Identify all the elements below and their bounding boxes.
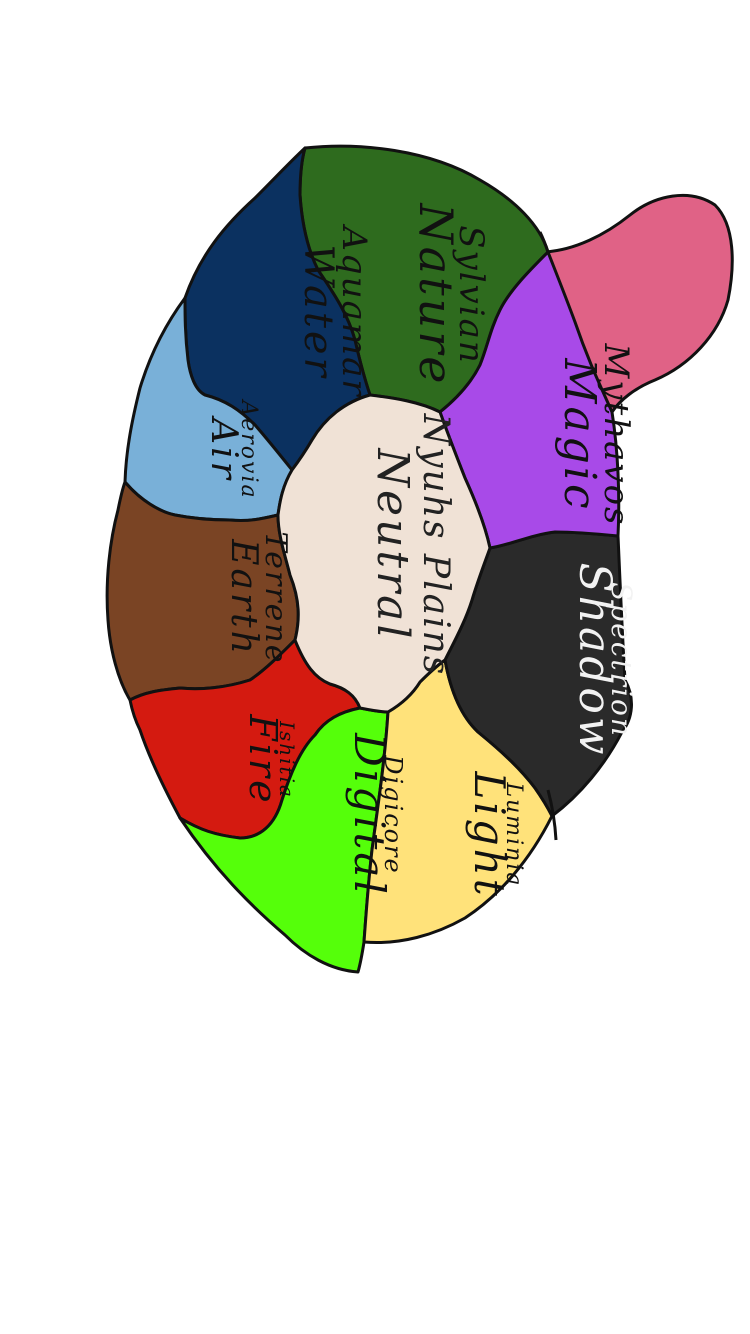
nature-label: Nature xyxy=(409,203,463,387)
neutral-region[interactable] xyxy=(276,393,492,714)
magic-sublabel: Mythavos xyxy=(596,343,636,527)
magic-label: Magic xyxy=(554,357,605,511)
shadow-sublabel: Spectrion xyxy=(605,582,638,738)
neutral-sublabel: Nyuhs Plains xyxy=(415,413,456,677)
air-label: Air xyxy=(203,415,244,482)
shadow-label: Shadow xyxy=(569,562,620,757)
light-label: Light xyxy=(465,770,514,898)
fire-label: Fire xyxy=(241,713,285,805)
digital-label: Digital xyxy=(345,732,394,897)
magic-region[interactable] xyxy=(438,250,621,550)
digital-sublabel: Digicore xyxy=(379,754,407,875)
border-stroke xyxy=(538,231,550,253)
nature-sublabel: Sylvian xyxy=(451,225,491,365)
earth-label: Earth xyxy=(223,538,264,657)
neutral-label: Neutral xyxy=(367,448,418,642)
fire-sublabel: Ishitia xyxy=(275,720,299,799)
light-sublabel: Luminia xyxy=(501,782,526,888)
earth-sublabel: Terrene xyxy=(258,532,293,665)
border-stroke xyxy=(546,789,558,841)
water-label: Water xyxy=(295,244,341,379)
air-sublabel: Aerovia xyxy=(236,398,261,499)
water-sublabel: Aquamar xyxy=(334,223,374,397)
